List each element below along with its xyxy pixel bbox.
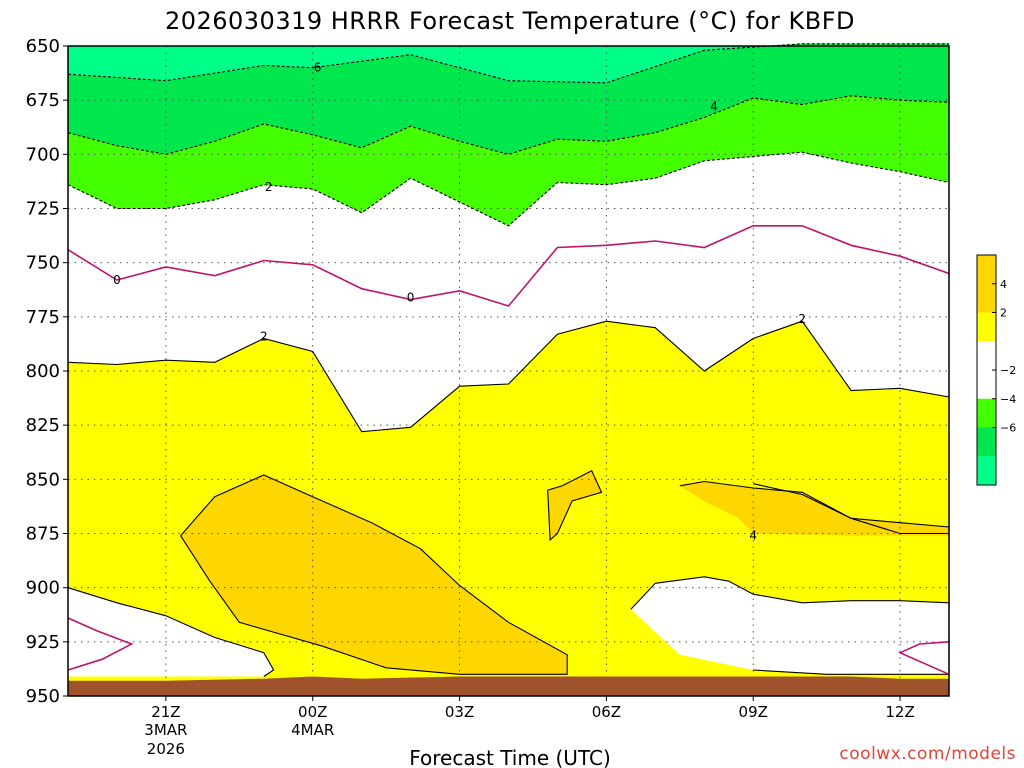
contour-label: 0 <box>407 290 415 304</box>
colorbar-tick-label: −6 <box>1000 422 1016 435</box>
contour-lines <box>67 43 950 677</box>
contour--4 <box>67 95 950 155</box>
y-tick-label: 650 <box>26 36 60 57</box>
contour-labels: 6 4 2 0 2 4 0 2 <box>113 61 806 543</box>
y-tick-label: 725 <box>26 199 60 220</box>
x-tick-label: 06Z <box>592 703 621 721</box>
contour-4-lower <box>180 474 568 675</box>
grid <box>68 46 949 696</box>
credit-text: coolwx.com/models <box>839 744 1016 764</box>
x-tick-date: 3MAR <box>144 721 187 739</box>
contour-label: 6 <box>314 61 322 75</box>
y-tick-label: 750 <box>26 253 60 274</box>
y-tick-label: 675 <box>26 90 60 111</box>
band-4-6-blob-09z <box>679 481 949 536</box>
band-4-6-lower <box>180 475 568 675</box>
x-tick-label: 12Z <box>885 703 914 721</box>
colorbar-swatch <box>977 456 996 486</box>
y-tick-label: 800 <box>26 361 60 382</box>
contour-label: 0 <box>113 273 121 287</box>
contour-0-lower-left <box>67 617 134 671</box>
band-4-6-blob-06z <box>547 470 602 540</box>
y-tick-label: 900 <box>26 578 60 599</box>
plot-area: 6 4 2 0 2 4 0 2 <box>67 43 950 697</box>
colorbar-swatch <box>977 255 996 285</box>
contour-0 <box>67 225 950 307</box>
y-tick-label: 925 <box>26 632 60 653</box>
ground <box>68 676 949 696</box>
y-tick-label: 700 <box>26 144 60 165</box>
contour-label: 2 <box>265 180 273 194</box>
colorbar-swatch <box>977 398 996 428</box>
colorbar-swatch <box>977 341 996 371</box>
x-tick-label: 09Z <box>739 703 768 721</box>
band-below-neg6 <box>68 43 949 83</box>
y-tick-label: 875 <box>26 524 60 545</box>
contour--6 <box>67 43 949 84</box>
y-tick-label: 775 <box>26 307 60 328</box>
contour-2-lower-left <box>67 587 275 677</box>
colorbar-tick-label: −2 <box>1000 364 1016 377</box>
y-tick-label: 850 <box>26 469 60 490</box>
x-tick-label: 00Z <box>298 703 327 721</box>
chart-title: 2026030319 HRRR Forecast Temperature (°C… <box>165 7 855 35</box>
colorbar-swatch <box>977 283 996 313</box>
colorbar-tick-label: 2 <box>1000 307 1007 320</box>
x-tick-date: 4MAR <box>291 721 334 739</box>
band-neg6-neg4 <box>68 43 949 155</box>
contour--2 <box>67 151 950 227</box>
contour-label: 4 <box>710 100 718 114</box>
colorbar-swatch <box>977 312 996 342</box>
x-tick-label: 21Z <box>151 703 180 721</box>
contour-4-09z <box>679 480 950 536</box>
contour-label: 4 <box>749 529 757 543</box>
y-tick-label: 825 <box>26 415 60 436</box>
x-axis-label: Forecast Time (UTC) <box>409 746 611 768</box>
colorbar: 4 2 −2 −4 −6 <box>976 254 1016 486</box>
band-neg2-2-lower-left <box>68 587 274 677</box>
y-tick-label: 950 <box>26 686 60 707</box>
y-axis: 650 675 700 725 750 775 800 825 850 875 900 925 950 <box>26 36 68 707</box>
colorbar-swatch <box>977 370 996 400</box>
contour-label: 2 <box>798 312 806 326</box>
contour-label: 2 <box>260 329 268 343</box>
x-tick-label: 03Z <box>445 703 474 721</box>
band-cold-top <box>68 43 949 226</box>
colorbar-tick-label: −4 <box>1000 393 1016 406</box>
contour-2-lower-right <box>630 576 950 675</box>
colorbar-swatch <box>977 427 996 457</box>
contour-2 <box>67 320 950 433</box>
band-neg4-neg2 <box>68 95 949 226</box>
colorbar-tick-label: 4 <box>1000 278 1007 291</box>
x-tick-year: 2026 <box>147 740 185 758</box>
contour-4-06z <box>547 469 603 542</box>
contour-0-lower-right <box>898 641 950 676</box>
